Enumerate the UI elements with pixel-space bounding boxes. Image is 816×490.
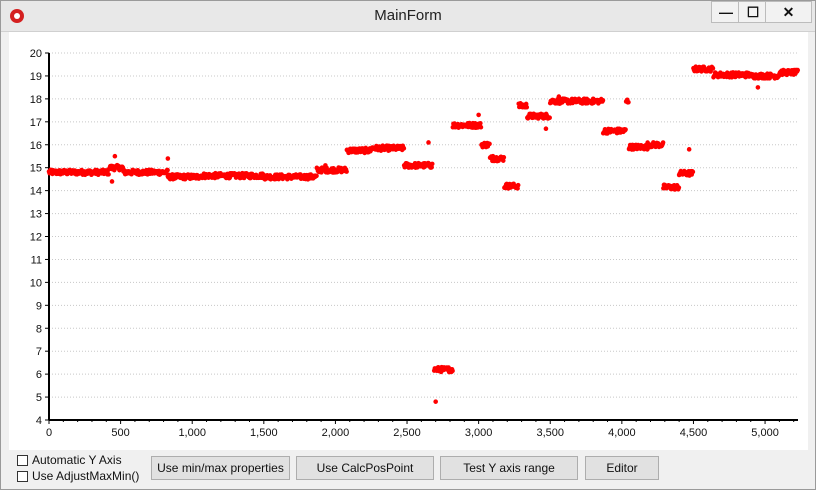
y-tick-label: 12 (30, 232, 42, 244)
close-button[interactable]: ✕ (765, 1, 812, 23)
y-tick-label: 20 (30, 48, 42, 60)
data-point (547, 115, 552, 121)
data-point (433, 399, 438, 404)
scatter-chart[interactable]: 4 5 6 7 8 9 10 11 12 13 14 15 16 17 18 19 20 0 500 1,000 1,5… (9, 32, 808, 450)
data-point (524, 104, 530, 110)
y-tick-label: 15 (30, 163, 42, 175)
data-point (501, 155, 507, 160)
editor-button[interactable]: Editor (585, 456, 659, 480)
y-tick-label: 16 (30, 140, 42, 152)
data-point (487, 141, 492, 147)
data-point (626, 99, 631, 105)
use-calcpospoint-button[interactable]: Use CalcPosPoint (296, 456, 434, 480)
use-adjust-label[interactable]: Use AdjustMaxMin() (32, 469, 140, 483)
y-tick-label: 9 (36, 300, 42, 312)
data-point (106, 172, 111, 177)
data-point (314, 173, 319, 179)
data-point (344, 169, 349, 174)
data-point (660, 140, 666, 145)
data-point (323, 163, 328, 168)
x-tick-label: 500 (111, 427, 129, 439)
x-tick-label: 4,500 (680, 427, 708, 439)
auto-y-axis-label[interactable]: Automatic Y Axis (32, 453, 122, 467)
x-tick-label: 1,500 (250, 427, 278, 439)
y-tick-label: 14 (30, 186, 42, 198)
use-minmax-button[interactable]: Use min/max properties (151, 456, 290, 480)
app-icon[interactable] (10, 9, 24, 23)
y-tick-label: 7 (36, 346, 42, 358)
use-adjust-box[interactable] (17, 470, 28, 482)
y-tick-label: 17 (30, 117, 42, 129)
title-bar[interactable]: MainForm — ☐ ✕ (1, 1, 815, 32)
y-tick-label: 8 (36, 323, 42, 335)
data-point (490, 153, 496, 159)
data-point (109, 179, 115, 184)
auto-y-axis-box[interactable] (17, 454, 28, 466)
data-point (676, 185, 682, 190)
data-point (710, 66, 716, 71)
data-point (623, 127, 628, 132)
x-tick-label: 2,500 (393, 427, 421, 439)
data-point (476, 112, 481, 118)
x-tick-label: 3,500 (536, 427, 564, 439)
y-tick-label: 19 (30, 71, 42, 83)
data-point (686, 147, 692, 152)
auto-y-axis-checkbox[interactable]: Automatic Y Axis (17, 453, 122, 467)
data-point (755, 85, 761, 90)
data-point (690, 169, 696, 175)
minimize-button[interactable]: — (711, 1, 741, 23)
window-title: MainForm (374, 7, 442, 24)
y-tick-label: 18 (30, 94, 42, 106)
maximize-button[interactable]: ☐ (738, 1, 768, 23)
x-tick-label: 2,000 (322, 427, 350, 439)
data-point (426, 140, 431, 145)
data-point (450, 368, 455, 374)
data-point (112, 153, 118, 159)
x-tick-label: 3,000 (465, 427, 493, 439)
data-point (165, 156, 171, 161)
use-adjust-checkbox[interactable]: Use AdjustMaxMin() (17, 469, 139, 483)
data-point (543, 126, 549, 131)
data-point (429, 161, 435, 167)
y-tick-label: 6 (36, 369, 42, 381)
test-y-axis-range-button[interactable]: Test Y axis range (440, 456, 578, 480)
x-tick-label: 5,000 (751, 427, 779, 439)
data-point (556, 94, 562, 99)
data-point (600, 98, 606, 103)
y-tick-label: 10 (30, 277, 42, 289)
y-tick-label: 11 (31, 254, 42, 266)
data-point (478, 124, 484, 130)
x-tick-label: 4,000 (608, 427, 636, 439)
x-tick-label: 1,000 (178, 427, 206, 439)
y-tick-label: 4 (36, 415, 42, 427)
data-point (165, 167, 170, 173)
y-tick-label: 13 (30, 209, 42, 221)
data-point (401, 146, 407, 151)
data-point (515, 182, 521, 188)
y-tick-label: 5 (36, 392, 42, 404)
data-point (795, 67, 801, 73)
chart-area: 4 5 6 7 8 9 10 11 12 13 14 15 16 17 18 19 20 0 500 1,000 1,5… (9, 32, 808, 450)
x-tick-label: 0 (46, 427, 52, 439)
data-point (478, 120, 483, 126)
